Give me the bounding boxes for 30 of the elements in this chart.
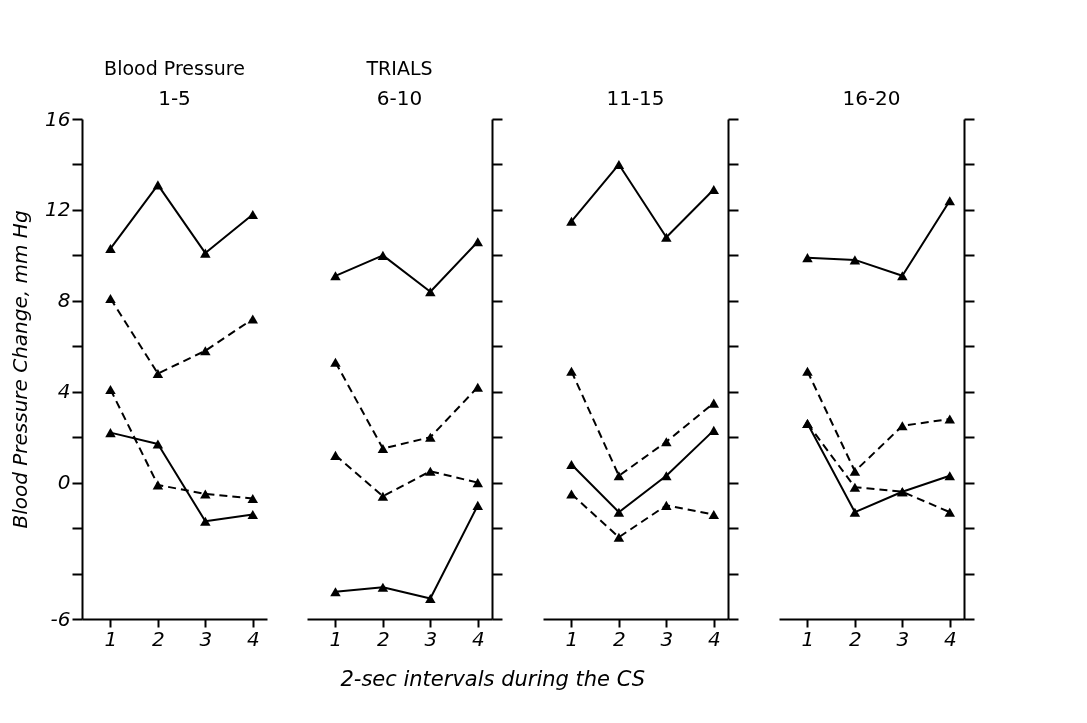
chart-title: 1-5 [158, 86, 191, 110]
y-tick-label: 8 [57, 288, 71, 313]
y-tick-label: -6 [50, 606, 71, 631]
x-axis-title: 2-sec intervals during the CS [340, 667, 646, 691]
y-axis-title: Blood Pressure Change, mm Hg [8, 210, 33, 529]
chart-title: 11-15 [606, 86, 665, 110]
x-tick-label: 1 [104, 626, 118, 651]
x-tick-label: 4 [246, 626, 260, 651]
x-tick-label: 4 [471, 626, 485, 651]
x-tick-label: 2 [849, 626, 862, 651]
y-tick-label: 12 [45, 197, 71, 222]
x-tick-label: 1 [801, 626, 815, 651]
x-tick-label: 3 [424, 626, 438, 651]
x-tick-label: 1 [329, 626, 343, 651]
x-tick-label: 1 [565, 626, 579, 651]
x-tick-label: 4 [707, 626, 721, 651]
text: TRIALS [365, 57, 433, 79]
x-tick-label: 3 [896, 626, 910, 651]
y-tick-label: 0 [57, 470, 71, 495]
chart-title: 6-10 [376, 86, 423, 110]
y-tick-label: 4 [57, 379, 71, 404]
chart-title: 16-20 [842, 86, 901, 110]
x-tick-label: 2 [377, 626, 390, 651]
x-tick-label: 3 [199, 626, 213, 651]
x-tick-label: 4 [943, 626, 957, 651]
x-tick-label: 2 [152, 626, 165, 651]
y-tick-label: 16 [45, 106, 71, 131]
x-tick-label: 3 [660, 626, 674, 651]
x-tick-label: 2 [613, 626, 626, 651]
text: Blood Pressure [104, 57, 245, 79]
